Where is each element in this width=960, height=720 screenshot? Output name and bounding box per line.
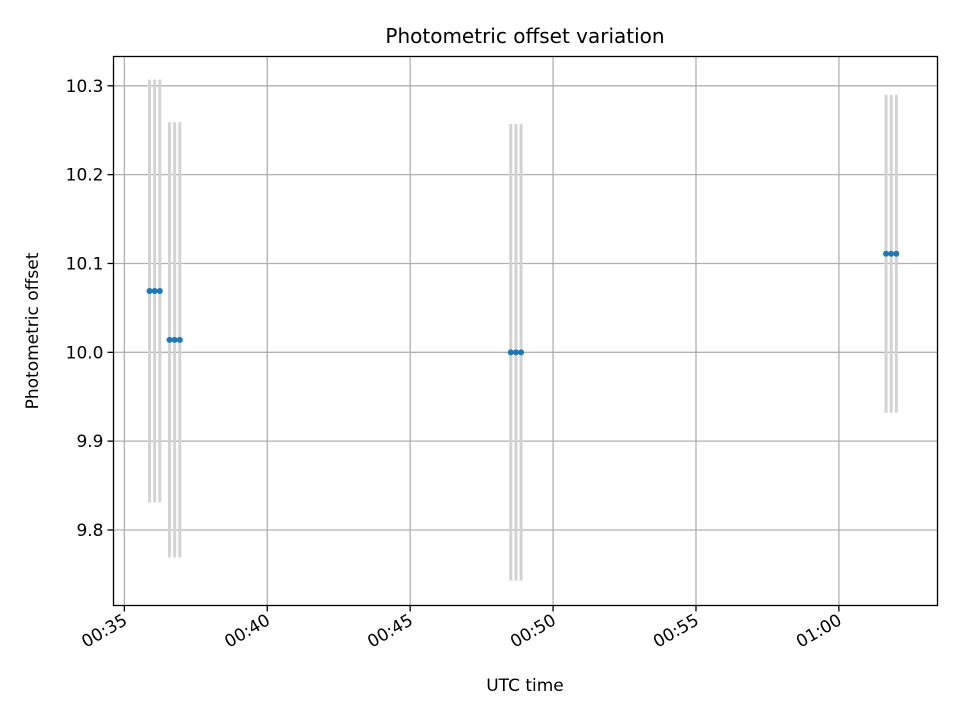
y-tick-label: 10.0 (66, 343, 104, 363)
data-points (146, 250, 900, 356)
grid (113, 56, 938, 606)
y-tick-label: 10.1 (66, 254, 104, 274)
data-point (883, 250, 890, 257)
data-point (518, 349, 525, 356)
y-tick-label: 10.3 (66, 77, 104, 97)
data-point (888, 250, 895, 257)
chart-title: Photometric offset variation (385, 24, 664, 48)
data-point (512, 349, 519, 356)
y-tick-label: 9.9 (76, 432, 103, 452)
data-point (171, 336, 178, 343)
x-axis-label: UTC time (486, 676, 564, 696)
data-point (146, 288, 153, 295)
data-point (176, 336, 183, 343)
y-tick-label: 10.2 (66, 166, 104, 186)
data-point (156, 288, 163, 295)
data-point (507, 349, 514, 356)
y-axis-label: Photometric offset (23, 252, 43, 409)
data-point (893, 250, 900, 257)
y-tick-label: 9.8 (76, 521, 103, 541)
data-point (166, 336, 173, 343)
data-point (151, 288, 158, 295)
plot-frame (112, 55, 939, 607)
y-axis: 9.8 9.9 10.0 10.1 10.2 10.3 (66, 77, 114, 541)
